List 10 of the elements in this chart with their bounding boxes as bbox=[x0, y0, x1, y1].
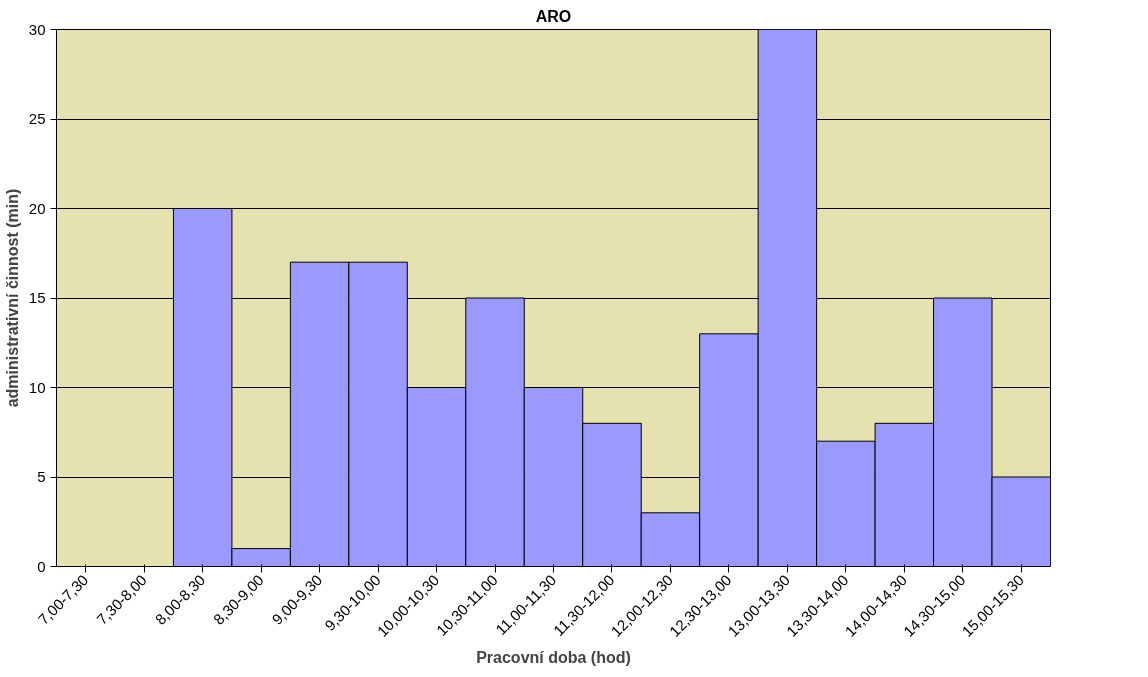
x-axis-title: Pracovní doba (hod) bbox=[476, 649, 631, 667]
y-axis-title: administrativní činnost (min) bbox=[3, 188, 21, 408]
y-tick-label: 10 bbox=[28, 378, 46, 396]
y-tick-label: 30 bbox=[28, 20, 46, 38]
chart-title: ARO bbox=[535, 7, 572, 25]
y-tick-label: 5 bbox=[37, 468, 46, 485]
y-tick-label: 25 bbox=[28, 110, 46, 127]
y-tick-label: 0 bbox=[37, 557, 46, 575]
y-tick-label: 20 bbox=[28, 199, 46, 217]
y-tick-label: 15 bbox=[28, 289, 46, 306]
